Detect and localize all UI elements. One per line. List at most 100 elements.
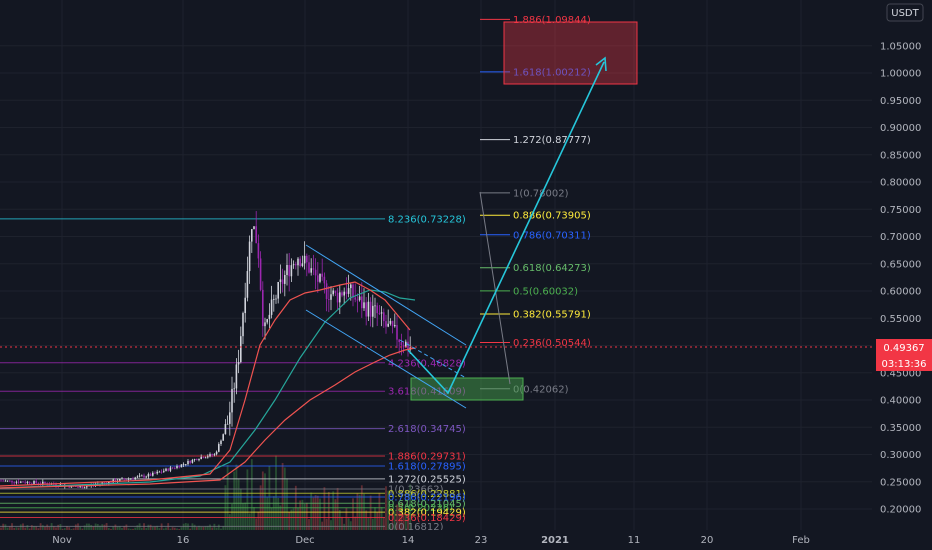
volume-bar	[246, 469, 249, 530]
candle-body	[207, 456, 209, 458]
volume-bar	[382, 517, 385, 530]
volume-bar	[193, 524, 196, 530]
time-tick-label: 20	[701, 535, 714, 546]
fibonacci-levels[interactable]: 8.236(0.73228) 4.236(0.46828) 3.618(0.4160…	[0, 15, 591, 533]
candle-body	[83, 487, 86, 489]
volume-bar	[283, 467, 286, 530]
target-zone-box	[503, 21, 638, 85]
volume-bar	[189, 528, 192, 530]
drawings[interactable]	[305, 21, 638, 409]
volume-bar	[393, 511, 396, 530]
volume-bar	[57, 524, 60, 530]
candle-body	[380, 312, 383, 314]
candle-body	[233, 388, 235, 390]
volume-bar	[41, 525, 44, 530]
price-tick-label: 0.25000	[880, 477, 921, 488]
moving-averages	[0, 281, 416, 489]
volume-bar	[343, 523, 346, 530]
candle-body	[350, 284, 352, 289]
arrow-head-icon	[595, 56, 607, 72]
volume-bar	[107, 527, 110, 530]
volume-bar	[257, 511, 260, 530]
volume-bar	[409, 484, 412, 530]
candle-body	[354, 297, 356, 300]
candle-body	[286, 264, 288, 276]
candle-body	[130, 478, 132, 480]
volume-bar	[127, 528, 130, 530]
time-axis[interactable]: Nov 16 Dec 14 23 2021 11 20 Feb	[0, 530, 872, 550]
fib-level-label: 1.272(0.25525)	[388, 474, 466, 485]
volume-bar	[286, 478, 288, 530]
price-tick-label: 0.65000	[880, 259, 921, 270]
candle-body	[240, 336, 242, 363]
volume-bar	[165, 527, 167, 530]
candle-body	[358, 296, 361, 301]
volume-bar	[123, 525, 126, 530]
fib-ext-label: 0.236(0.50544)	[513, 338, 591, 349]
volume-bar	[312, 497, 315, 530]
volume-bar	[281, 462, 284, 530]
candle-body	[391, 320, 394, 327]
candle-body	[31, 483, 33, 485]
volume-bar	[407, 516, 409, 530]
price-axis[interactable]: 1.05000 1.00000 0.95000 0.90000 0.85000 0.800…	[872, 0, 932, 550]
countdown-badge	[876, 355, 932, 371]
fib-ext-label: 1.272(0.87777)	[513, 135, 591, 146]
volume-bar	[365, 510, 368, 530]
fib-ext-label: 0.5(0.60032)	[513, 286, 578, 297]
candle-body	[165, 468, 167, 471]
volume-bar	[178, 528, 181, 530]
candle-body	[299, 258, 301, 267]
volume-bar	[156, 525, 159, 530]
candle-body	[169, 467, 172, 471]
candle-body	[255, 226, 257, 244]
volume-bar	[81, 528, 84, 530]
time-tick-label: 14	[402, 535, 415, 546]
candle-body	[147, 474, 150, 477]
volume-bar	[90, 524, 93, 530]
candle-body	[246, 271, 249, 298]
volume-bar	[305, 502, 308, 530]
candle-body	[178, 466, 180, 468]
volume-bar	[136, 525, 139, 530]
candle-body	[158, 471, 161, 473]
volume-bar	[253, 507, 255, 530]
volume-bar	[180, 527, 183, 530]
price-tick-label: 0.60000	[880, 287, 921, 298]
volume-bar	[101, 524, 104, 530]
volume-bar	[334, 499, 337, 530]
volume-bar	[250, 459, 253, 530]
candle-body	[127, 478, 130, 480]
fib-level-label: 0.5(0.20236)	[388, 503, 453, 514]
volume-bar	[173, 527, 176, 530]
fib-ext-label: 1(0.78002)	[513, 188, 569, 199]
volume-bar	[68, 527, 71, 530]
candle-body	[352, 284, 354, 298]
candle-body	[20, 481, 22, 483]
fib-level-label: 0.786(0.22196)	[388, 493, 466, 504]
projection-arrow-path	[407, 61, 605, 395]
candle-body	[259, 258, 262, 290]
candle-body	[42, 481, 44, 484]
volume-bar	[404, 515, 407, 530]
candle-body	[323, 276, 326, 284]
volume-bar	[103, 524, 106, 530]
volume-bar	[200, 526, 203, 530]
candle-body	[297, 258, 299, 266]
candle-body	[9, 480, 11, 482]
fib-level-label: 0.618(0.21045)	[388, 499, 466, 510]
volume-bar	[154, 526, 156, 530]
volume-bar	[114, 524, 117, 530]
volume-bar	[385, 486, 387, 530]
volume-bar	[8, 526, 11, 530]
candle-body	[6, 480, 9, 482]
fib-level-label: 1(0.23662)	[388, 485, 444, 496]
volume-bar	[46, 524, 49, 530]
currency-badge[interactable]	[886, 3, 924, 22]
volume-bar	[277, 497, 280, 530]
candle-body	[182, 464, 185, 465]
volume-bar	[268, 466, 271, 530]
volume-bar	[371, 518, 374, 530]
candle-body	[86, 486, 88, 488]
